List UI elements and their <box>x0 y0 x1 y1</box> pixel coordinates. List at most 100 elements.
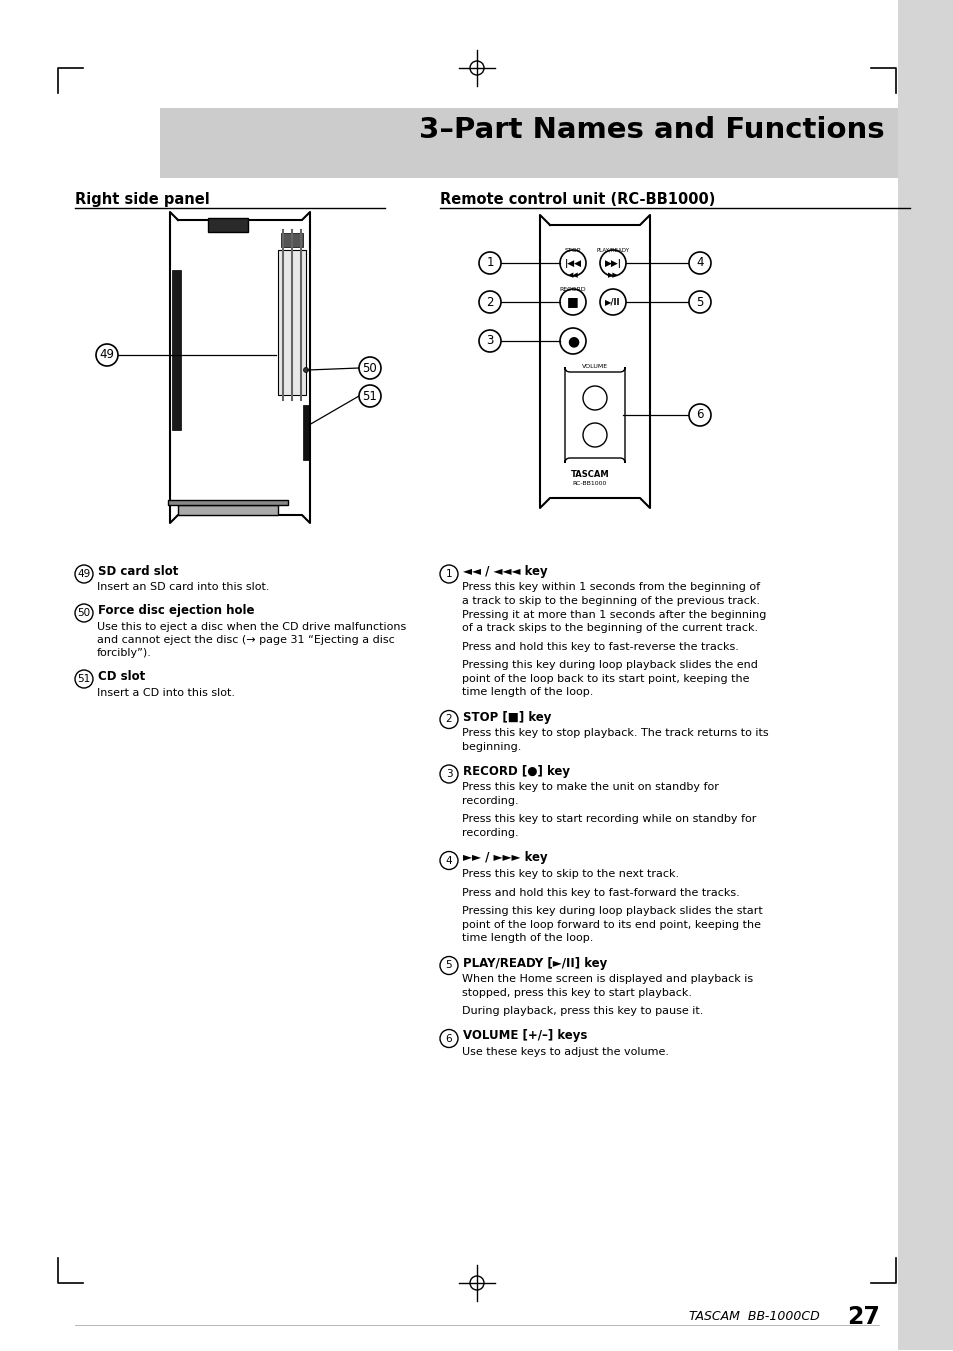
Bar <box>897 0 953 1350</box>
Text: 4: 4 <box>445 855 452 866</box>
Text: During playback, press this key to pause it.: During playback, press this key to pause… <box>461 1006 702 1016</box>
Text: ●: ● <box>566 334 578 349</box>
Circle shape <box>75 565 92 584</box>
Text: When the Home screen is displayed and playback is: When the Home screen is displayed and pl… <box>461 974 752 984</box>
Circle shape <box>439 851 457 870</box>
Text: 2: 2 <box>486 296 494 308</box>
Text: PLAY/READY [►/II] key: PLAY/READY [►/II] key <box>462 957 607 970</box>
Circle shape <box>478 253 500 274</box>
Circle shape <box>75 670 92 688</box>
Text: ►► / ►►► key: ►► / ►►► key <box>462 851 547 865</box>
Text: Press this key to skip to the next track.: Press this key to skip to the next track… <box>461 869 679 880</box>
Text: 51: 51 <box>362 389 377 403</box>
Text: 50: 50 <box>362 362 377 374</box>
Text: PLAY/READY: PLAY/READY <box>596 249 629 253</box>
Text: Use these keys to adjust the volume.: Use these keys to adjust the volume. <box>461 1047 668 1056</box>
Text: |◀◀: |◀◀ <box>564 258 581 267</box>
Text: time length of the loop.: time length of the loop. <box>461 934 593 943</box>
Text: Press and hold this key to fast-forward the tracks.: Press and hold this key to fast-forward … <box>461 888 739 897</box>
Circle shape <box>96 345 118 366</box>
Text: RC-BB1000: RC-BB1000 <box>572 481 606 486</box>
Bar <box>208 218 248 232</box>
Circle shape <box>358 385 380 407</box>
Text: Press this key to start recording while on standby for: Press this key to start recording while … <box>461 815 756 824</box>
Text: ■: ■ <box>566 296 578 308</box>
Bar <box>172 270 181 430</box>
Text: Press this key to stop playback. The track returns to its: Press this key to stop playback. The tra… <box>461 728 768 738</box>
Bar <box>168 500 288 505</box>
Text: time length of the loop.: time length of the loop. <box>461 688 593 697</box>
Text: 27: 27 <box>846 1305 879 1329</box>
Text: Press this key to make the unit on standby for: Press this key to make the unit on stand… <box>461 782 719 793</box>
Text: STOP: STOP <box>564 249 580 253</box>
Bar <box>281 232 303 247</box>
Circle shape <box>559 289 585 315</box>
Bar <box>303 405 309 459</box>
Circle shape <box>688 253 710 274</box>
Circle shape <box>688 404 710 426</box>
Circle shape <box>75 604 92 621</box>
Circle shape <box>439 957 457 974</box>
Text: Right side panel: Right side panel <box>75 192 210 207</box>
Text: a track to skip to the beginning of the previous track.: a track to skip to the beginning of the … <box>461 596 760 607</box>
Text: recording.: recording. <box>461 828 518 838</box>
Circle shape <box>439 565 457 584</box>
Text: Press this key within 1 seconds from the beginning of: Press this key within 1 seconds from the… <box>461 582 760 593</box>
Text: RECORD: RECORD <box>559 286 586 292</box>
Circle shape <box>688 290 710 313</box>
Circle shape <box>439 711 457 728</box>
Text: ▶▶: ▶▶ <box>607 272 618 278</box>
Text: Pressing it at more than 1 seconds after the beginning: Pressing it at more than 1 seconds after… <box>461 609 765 620</box>
Text: Remote control unit (RC-BB1000): Remote control unit (RC-BB1000) <box>439 192 715 207</box>
Text: Pressing this key during loop playback slides the end: Pressing this key during loop playback s… <box>461 661 757 670</box>
Text: 3: 3 <box>486 335 493 347</box>
Text: 51: 51 <box>77 674 91 684</box>
Polygon shape <box>539 215 649 508</box>
Text: Pressing this key during loop playback slides the start: Pressing this key during loop playback s… <box>461 907 762 916</box>
Circle shape <box>478 330 500 353</box>
Polygon shape <box>170 212 310 523</box>
Text: point of the loop back to its start point, keeping the: point of the loop back to its start poin… <box>461 674 749 684</box>
Text: forcibly”).: forcibly”). <box>97 648 152 658</box>
Text: 3: 3 <box>445 769 452 780</box>
Text: 5: 5 <box>696 296 703 308</box>
Circle shape <box>303 367 308 373</box>
Text: Insert a CD into this slot.: Insert a CD into this slot. <box>97 688 234 697</box>
Text: ▶▶|: ▶▶| <box>604 258 620 267</box>
Text: 50: 50 <box>77 608 91 617</box>
Text: STOP [■] key: STOP [■] key <box>462 711 551 724</box>
Circle shape <box>478 290 500 313</box>
Text: of a track skips to the beginning of the current track.: of a track skips to the beginning of the… <box>461 623 758 634</box>
Text: Force disc ejection hole: Force disc ejection hole <box>98 604 254 617</box>
Circle shape <box>559 250 585 276</box>
Circle shape <box>358 357 380 380</box>
Bar <box>178 505 277 515</box>
Circle shape <box>599 289 625 315</box>
Text: ◄◄ / ◄◄◄ key: ◄◄ / ◄◄◄ key <box>462 565 547 578</box>
Text: TASCAM  BB-1000CD: TASCAM BB-1000CD <box>688 1310 820 1323</box>
Text: recording.: recording. <box>461 796 518 807</box>
Text: stopped, press this key to start playback.: stopped, press this key to start playbac… <box>461 988 691 997</box>
Text: 2: 2 <box>445 715 452 724</box>
Text: VOLUME [+/–] keys: VOLUME [+/–] keys <box>462 1029 587 1043</box>
Text: 49: 49 <box>77 569 91 580</box>
Text: 5: 5 <box>445 961 452 970</box>
Text: RECORD [●] key: RECORD [●] key <box>462 765 569 778</box>
Bar <box>160 108 897 178</box>
Bar <box>277 250 306 394</box>
Text: ▶/II: ▶/II <box>604 297 620 307</box>
Text: TASCAM: TASCAM <box>570 470 609 480</box>
Text: 6: 6 <box>696 408 703 422</box>
Text: and cannot eject the disc (→ page 31 “Ejecting a disc: and cannot eject the disc (→ page 31 “Ej… <box>97 635 395 644</box>
Circle shape <box>582 386 606 409</box>
Circle shape <box>439 765 457 784</box>
Text: 3–Part Names and Functions: 3–Part Names and Functions <box>419 116 884 145</box>
Circle shape <box>559 328 585 354</box>
Text: CD slot: CD slot <box>98 670 145 684</box>
Text: Use this to eject a disc when the CD drive malfunctions: Use this to eject a disc when the CD dri… <box>97 621 406 631</box>
Text: Press and hold this key to fast-reverse the tracks.: Press and hold this key to fast-reverse … <box>461 642 739 651</box>
Circle shape <box>582 423 606 447</box>
Circle shape <box>439 1029 457 1047</box>
Text: 1: 1 <box>486 257 494 269</box>
Text: 1: 1 <box>445 569 452 580</box>
